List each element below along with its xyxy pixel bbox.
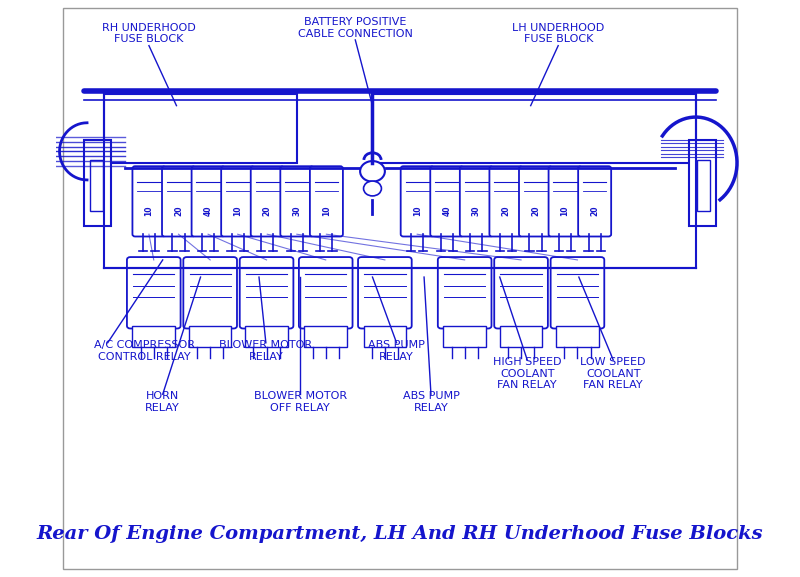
Text: HORN
RELAY: HORN RELAY — [146, 391, 180, 413]
Text: Rear Of Engine Compartment, LH And RH Underhood Fuse Blocks: Rear Of Engine Compartment, LH And RH Un… — [37, 525, 763, 543]
Bar — [689, 140, 716, 226]
Text: 40: 40 — [442, 206, 451, 216]
Text: 10: 10 — [561, 206, 570, 216]
FancyBboxPatch shape — [310, 166, 343, 237]
Bar — [304, 325, 347, 347]
Text: 20: 20 — [502, 206, 510, 216]
Bar — [556, 325, 598, 347]
Text: 40: 40 — [203, 206, 213, 216]
FancyBboxPatch shape — [578, 166, 611, 237]
Circle shape — [360, 161, 385, 182]
Text: BLOWER MOTOR
OFF RELAY: BLOWER MOTOR OFF RELAY — [254, 391, 347, 413]
Text: ABS PUMP
RELAY: ABS PUMP RELAY — [402, 391, 459, 413]
Bar — [373, 94, 696, 163]
FancyBboxPatch shape — [280, 166, 314, 237]
Bar — [133, 325, 175, 347]
Text: BATTERY POSITIVE
CABLE CONNECTION: BATTERY POSITIVE CABLE CONNECTION — [298, 17, 413, 39]
Text: 10: 10 — [322, 206, 331, 216]
Bar — [500, 325, 542, 347]
FancyBboxPatch shape — [430, 166, 463, 237]
FancyBboxPatch shape — [494, 257, 548, 328]
FancyBboxPatch shape — [460, 166, 493, 237]
Bar — [84, 140, 111, 226]
Text: LOW SPEED
COOLANT
FAN RELAY: LOW SPEED COOLANT FAN RELAY — [581, 357, 646, 390]
Text: 20: 20 — [590, 206, 599, 216]
FancyBboxPatch shape — [550, 257, 604, 328]
Text: LH UNDERHOOD
FUSE BLOCK: LH UNDERHOOD FUSE BLOCK — [512, 23, 604, 44]
Bar — [189, 325, 231, 347]
FancyBboxPatch shape — [221, 166, 254, 237]
FancyBboxPatch shape — [162, 166, 195, 237]
Circle shape — [363, 181, 382, 196]
FancyBboxPatch shape — [438, 257, 491, 328]
FancyBboxPatch shape — [358, 257, 412, 328]
Text: RH UNDERHOOD
FUSE BLOCK: RH UNDERHOOD FUSE BLOCK — [102, 23, 196, 44]
Text: 10: 10 — [233, 206, 242, 216]
FancyBboxPatch shape — [133, 166, 166, 237]
FancyBboxPatch shape — [250, 166, 284, 237]
FancyBboxPatch shape — [519, 166, 552, 237]
Bar — [363, 325, 406, 347]
Bar — [246, 325, 288, 347]
Bar — [104, 94, 297, 163]
FancyBboxPatch shape — [127, 257, 181, 328]
Text: 20: 20 — [174, 206, 183, 216]
Text: 30: 30 — [292, 206, 302, 216]
Text: BLOWER MOTOR
RELAY: BLOWER MOTOR RELAY — [219, 340, 313, 362]
FancyBboxPatch shape — [549, 166, 582, 237]
FancyBboxPatch shape — [191, 166, 225, 237]
FancyBboxPatch shape — [183, 257, 237, 328]
Text: 20: 20 — [262, 206, 272, 216]
Bar — [697, 160, 710, 211]
Text: ABS PUMP
RELAY: ABS PUMP RELAY — [368, 340, 425, 362]
Text: 10: 10 — [413, 206, 422, 216]
Bar — [443, 325, 486, 347]
FancyBboxPatch shape — [299, 257, 353, 328]
Text: 20: 20 — [531, 206, 540, 216]
Text: 30: 30 — [472, 206, 481, 216]
FancyBboxPatch shape — [490, 166, 522, 237]
Text: HIGH SPEED
COOLANT
FAN RELAY: HIGH SPEED COOLANT FAN RELAY — [493, 357, 562, 390]
FancyBboxPatch shape — [240, 257, 294, 328]
Bar — [90, 160, 103, 211]
Text: A/C COMPRESSOR
CONTROL RELAY: A/C COMPRESSOR CONTROL RELAY — [94, 340, 195, 362]
Text: 10: 10 — [145, 206, 154, 216]
FancyBboxPatch shape — [401, 166, 434, 237]
